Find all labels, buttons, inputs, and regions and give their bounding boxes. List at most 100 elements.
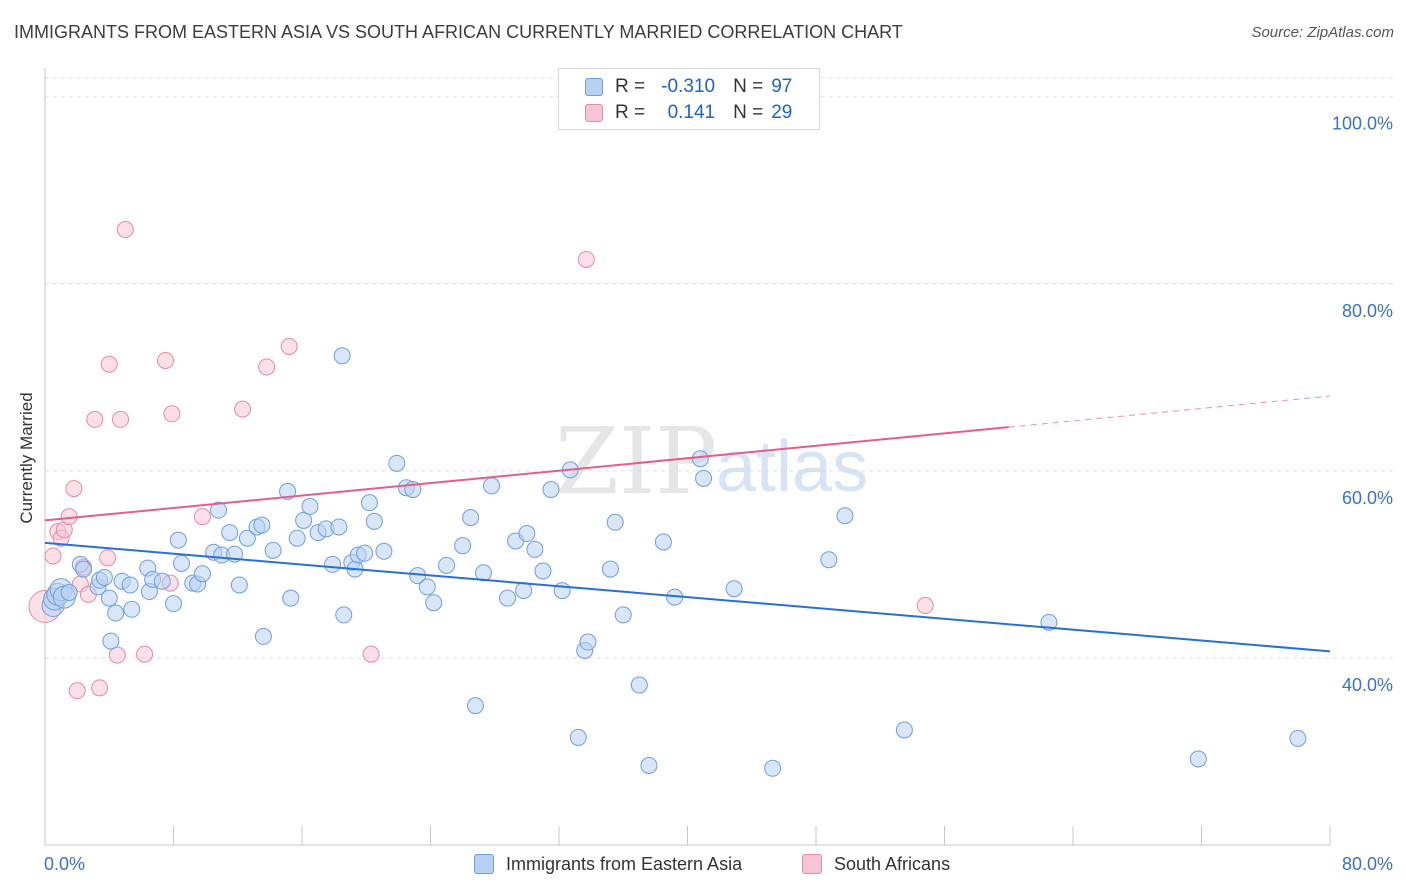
- data-point-south-africans: [68, 682, 86, 700]
- data-point-eastern-asia: [388, 454, 406, 472]
- data-point-eastern-asia: [107, 604, 125, 622]
- data-point-eastern-asia: [499, 589, 517, 607]
- data-point-south-africans: [111, 410, 129, 428]
- data-point-eastern-asia: [764, 759, 782, 777]
- legend-r-value-pink: 0.141: [667, 102, 716, 123]
- data-point-eastern-asia: [654, 533, 672, 551]
- y-tick-label: 80.0%: [1342, 301, 1393, 321]
- data-point-eastern-asia: [895, 721, 913, 739]
- data-point-eastern-asia: [330, 518, 348, 536]
- data-point-eastern-asia: [614, 606, 632, 624]
- bottom-legend-swatch-pink: [802, 854, 822, 874]
- legend-n-label-blue: N =: [733, 76, 764, 97]
- bottom-legend-label-pink: South Africans: [834, 853, 951, 874]
- data-point-eastern-asia: [1189, 750, 1207, 768]
- data-point-eastern-asia: [640, 756, 658, 774]
- data-point-south-africans: [577, 250, 595, 268]
- data-point-south-africans: [234, 400, 252, 418]
- legend-r-value-blue: -0.310: [661, 76, 716, 97]
- watermark-zip: ZIP: [555, 408, 717, 515]
- data-point-eastern-asia: [418, 578, 436, 596]
- x-tick-label: 0.0%: [44, 854, 85, 874]
- data-point-eastern-asia: [579, 633, 597, 651]
- data-point-eastern-asia: [365, 512, 383, 530]
- data-point-eastern-asia: [333, 347, 351, 365]
- legend-n-label-pink: N =: [733, 102, 764, 123]
- data-point-eastern-asia: [153, 572, 171, 590]
- y-tick-label: 100.0%: [1332, 114, 1393, 134]
- data-point-south-africans: [91, 679, 109, 697]
- data-point-eastern-asia: [335, 606, 353, 624]
- data-point-eastern-asia: [230, 576, 248, 594]
- legend-row-south-africans: R = 0.141 N = 29: [585, 101, 792, 125]
- data-point-south-africans: [99, 549, 117, 567]
- data-point-eastern-asia: [542, 481, 560, 499]
- data-point-eastern-asia: [438, 556, 456, 574]
- data-point-eastern-asia: [282, 589, 300, 607]
- data-point-south-africans: [193, 508, 211, 526]
- data-point-eastern-asia: [569, 728, 587, 746]
- data-point-eastern-asia: [173, 554, 191, 572]
- trendline-south-africans-extrapolated: [1008, 395, 1331, 428]
- data-point-south-africans: [163, 405, 181, 423]
- legend-r-label-blue: R =: [615, 76, 646, 97]
- legend-n-value-blue: 97: [771, 76, 793, 97]
- data-point-eastern-asia: [518, 525, 536, 543]
- trendline-eastern-asia: [44, 541, 1331, 653]
- data-point-eastern-asia: [123, 600, 141, 618]
- data-point-eastern-asia: [279, 482, 297, 500]
- data-point-south-africans: [65, 480, 83, 498]
- data-point-eastern-asia: [425, 594, 443, 612]
- data-point-eastern-asia: [193, 565, 211, 583]
- legend-row-eastern-asia: R = -0.310 N = 97: [585, 75, 792, 99]
- watermark-atlas: atlas: [716, 427, 868, 507]
- data-point-eastern-asia: [526, 540, 544, 558]
- data-point-eastern-asia: [360, 494, 378, 512]
- data-point-eastern-asia: [375, 542, 393, 560]
- data-point-eastern-asia: [169, 531, 187, 549]
- data-point-eastern-asia: [836, 507, 854, 525]
- data-point-eastern-asia: [356, 544, 374, 562]
- data-point-eastern-asia: [601, 560, 619, 578]
- data-point-eastern-asia: [691, 450, 709, 468]
- data-point-eastern-asia: [95, 568, 113, 586]
- data-point-eastern-asia: [324, 555, 342, 573]
- data-point-eastern-asia: [301, 497, 319, 515]
- data-point-south-africans: [916, 597, 934, 615]
- data-point-south-africans: [86, 410, 104, 428]
- data-point-eastern-asia: [725, 580, 743, 598]
- data-point-south-africans: [258, 358, 276, 376]
- data-point-eastern-asia: [75, 560, 93, 578]
- data-point-south-africans: [362, 645, 380, 663]
- data-point-eastern-asia: [253, 516, 271, 534]
- data-point-eastern-asia: [221, 524, 239, 542]
- data-point-eastern-asia: [466, 697, 484, 715]
- trendline-south-africans: [44, 426, 1009, 522]
- data-point-eastern-asia: [254, 627, 272, 645]
- chart-title: IMMIGRANTS FROM EASTERN ASIA VS SOUTH AF…: [14, 22, 903, 42]
- data-point-eastern-asia: [462, 509, 480, 527]
- data-point-eastern-asia: [295, 511, 313, 529]
- data-point-eastern-asia: [454, 537, 472, 555]
- data-point-eastern-asia: [606, 513, 624, 531]
- data-point-south-africans: [108, 646, 126, 664]
- data-point-south-africans: [100, 355, 118, 373]
- data-point-eastern-asia: [288, 529, 306, 547]
- data-point-eastern-asia: [475, 564, 493, 582]
- data-point-eastern-asia: [483, 477, 501, 495]
- legend-swatch-blue: [585, 78, 603, 96]
- data-point-eastern-asia: [515, 582, 533, 600]
- data-point-eastern-asia: [264, 541, 282, 559]
- data-point-south-africans: [156, 351, 174, 369]
- y-tick-label: 60.0%: [1342, 488, 1393, 508]
- data-point-eastern-asia: [630, 676, 648, 694]
- data-point-eastern-asia: [1289, 729, 1307, 747]
- data-point-eastern-asia: [165, 595, 182, 613]
- data-point-south-africans: [116, 221, 134, 239]
- source-credit: Source: ZipAtlas.com: [1251, 24, 1394, 41]
- data-point-eastern-asia: [695, 469, 713, 487]
- data-point-eastern-asia: [534, 562, 552, 580]
- bottom-legend-south-africans: South Africans: [802, 852, 950, 876]
- data-point-eastern-asia: [100, 589, 118, 607]
